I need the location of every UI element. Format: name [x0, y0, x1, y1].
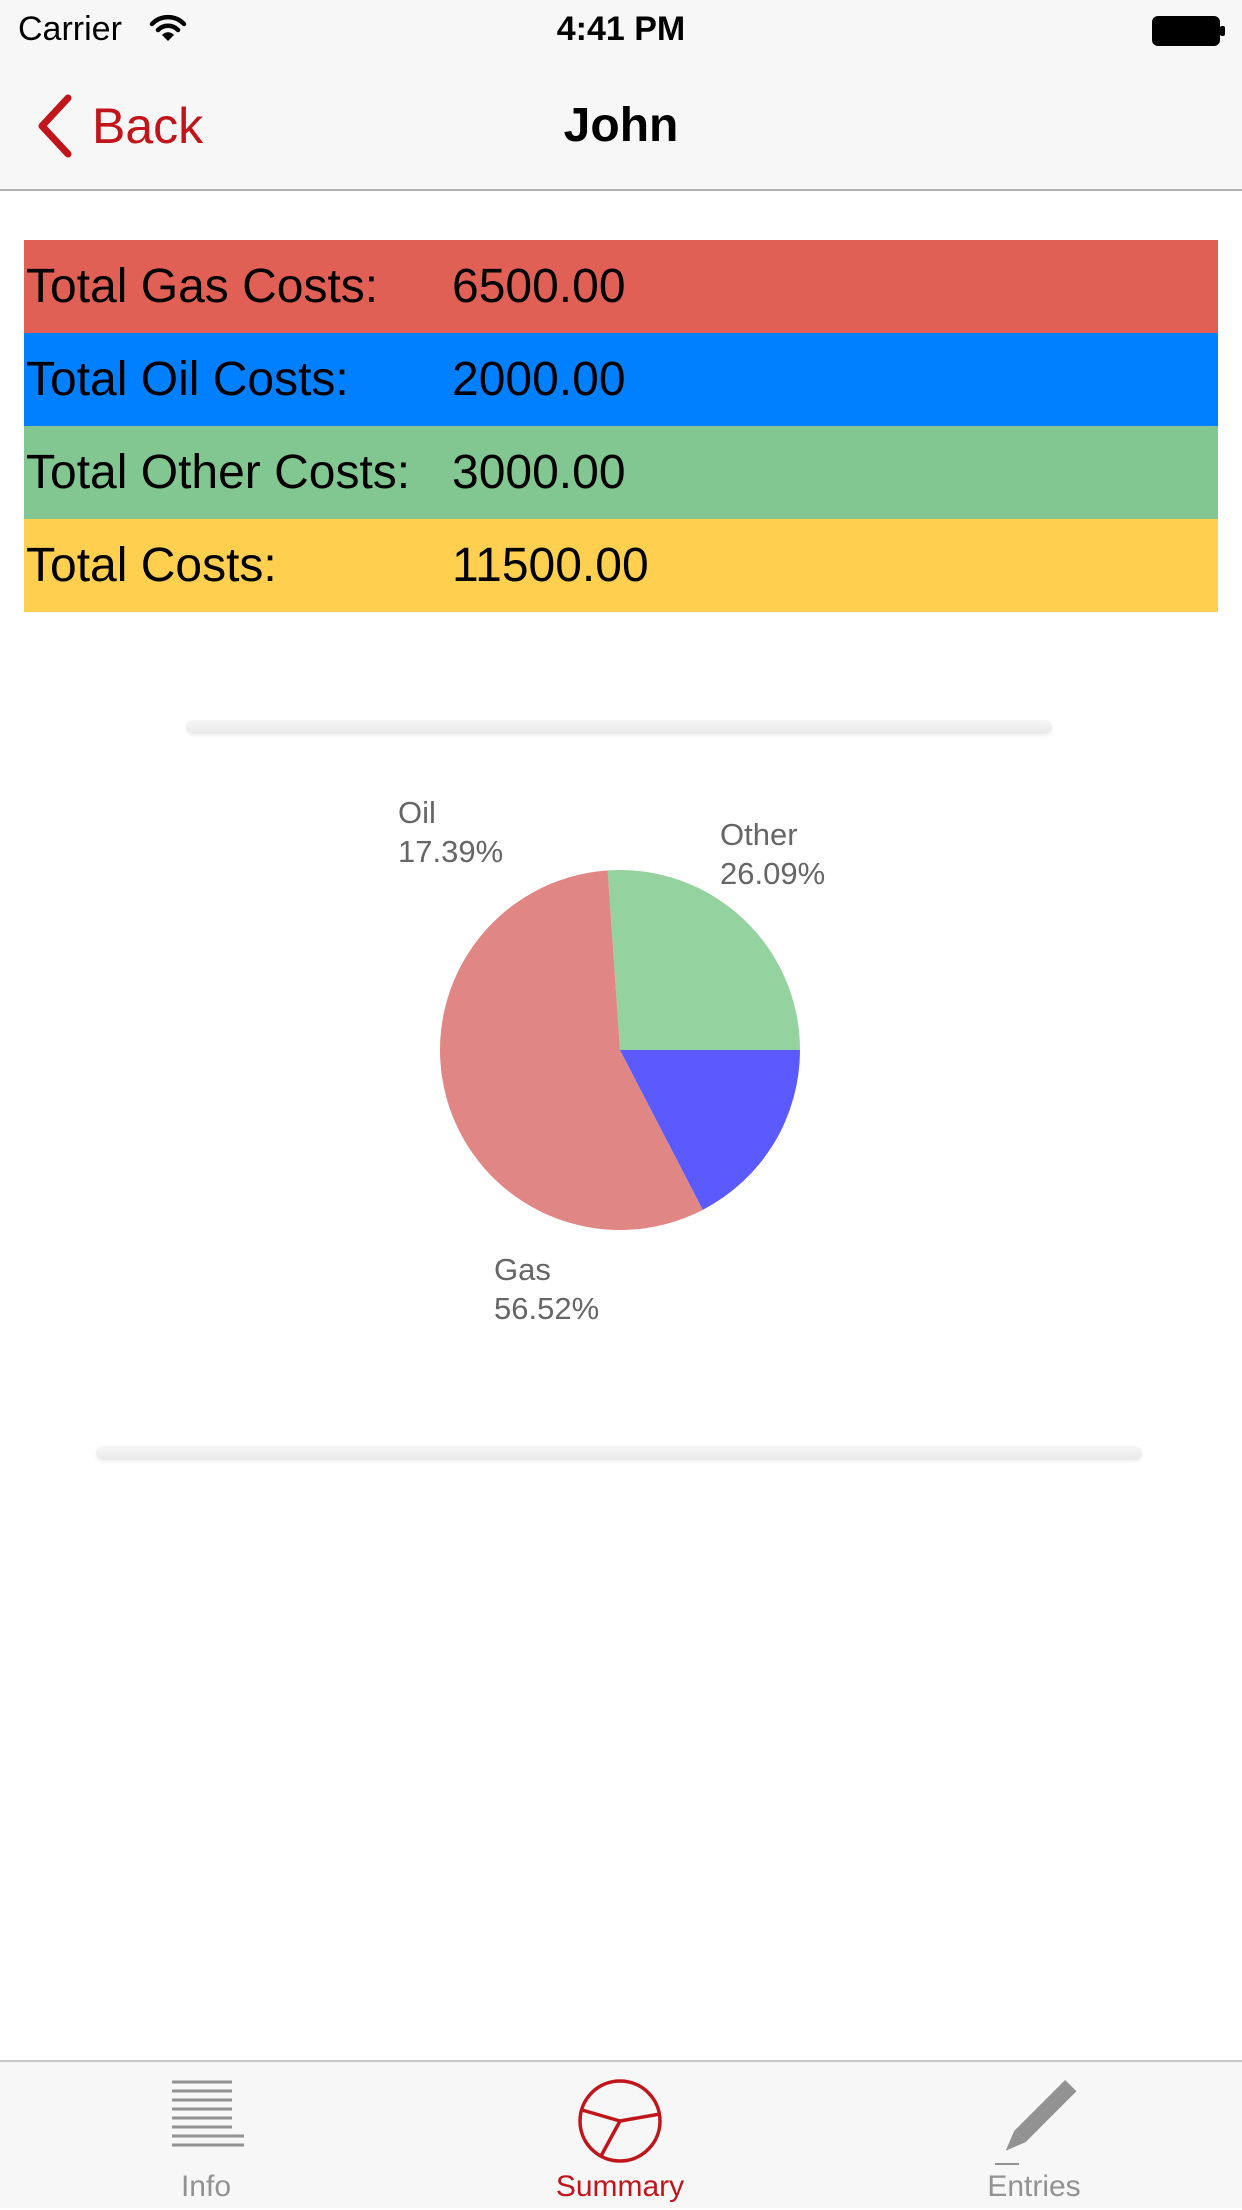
- total-gas-value: 6500.00: [452, 260, 626, 313]
- battery-icon: [1152, 16, 1225, 46]
- total-other-label: Total Other Costs:: [26, 446, 411, 499]
- total-row-all: Total Costs: 11500.00: [24, 519, 1218, 612]
- pie-chart-icon: [578, 2079, 662, 2163]
- back-label: Back: [92, 98, 204, 154]
- tab-summary-label: Summary: [555, 2170, 685, 2203]
- clock: 4:41 PM: [556, 10, 686, 48]
- total-row-oil: Total Oil Costs: 2000.00: [24, 333, 1218, 426]
- list-icon: [172, 2080, 244, 2147]
- back-button[interactable]: Back: [34, 92, 224, 160]
- tab-bar: Info Summary Entries: [0, 2060, 1242, 2208]
- total-costs-value: 11500.00: [452, 539, 649, 592]
- tab-entries-label: Entries: [987, 2170, 1081, 2203]
- chevron-left-icon: [38, 94, 72, 158]
- wifi-icon: [149, 14, 187, 41]
- totals-table: Total Gas Costs: 6500.00 Total Oil Costs…: [24, 240, 1218, 612]
- pie-percent-gas: 56.52%: [494, 1291, 599, 1326]
- pie-slice-gas: [440, 870, 703, 1230]
- carrier-label: Carrier: [18, 10, 122, 48]
- total-oil-value: 2000.00: [452, 353, 626, 406]
- page-title: John: [563, 99, 679, 152]
- pie-label-oil: Oil: [398, 795, 436, 830]
- tab-info-label: Info: [180, 2170, 232, 2203]
- total-row-gas: Total Gas Costs: 6500.00: [24, 240, 1218, 333]
- pie-label-other: Other: [720, 817, 798, 852]
- pie-chart: Other 26.09% Gas 56.52% Oil 17.39%: [340, 790, 900, 1350]
- divider-bottom: [96, 1446, 1142, 1460]
- pie-label-gas: Gas: [494, 1252, 551, 1287]
- pie-slice-other: [607, 870, 800, 1050]
- total-gas-label: Total Gas Costs:: [26, 260, 379, 313]
- tab-summary[interactable]: Summary: [470, 2062, 770, 2210]
- pie-chart-svg: Other 26.09% Gas 56.52% Oil 17.39%: [398, 795, 825, 1326]
- navigation-bar: Back John: [0, 60, 1242, 191]
- pie-percent-other: 26.09%: [720, 856, 825, 891]
- total-row-other: Total Other Costs: 3000.00: [24, 426, 1218, 519]
- tab-entries[interactable]: Entries: [884, 2062, 1184, 2210]
- pie-slice-oil: [620, 1050, 800, 1210]
- tab-info[interactable]: Info: [56, 2062, 356, 2210]
- status-bar: Carrier 4:41 PM: [0, 0, 1242, 60]
- total-other-value: 3000.00: [452, 446, 626, 499]
- total-costs-label: Total Costs:: [26, 539, 277, 592]
- total-oil-label: Total Oil Costs:: [26, 353, 349, 406]
- pencil-icon: [995, 2079, 1077, 2165]
- divider-top: [186, 720, 1052, 734]
- pie-percent-oil: 17.39%: [398, 834, 503, 869]
